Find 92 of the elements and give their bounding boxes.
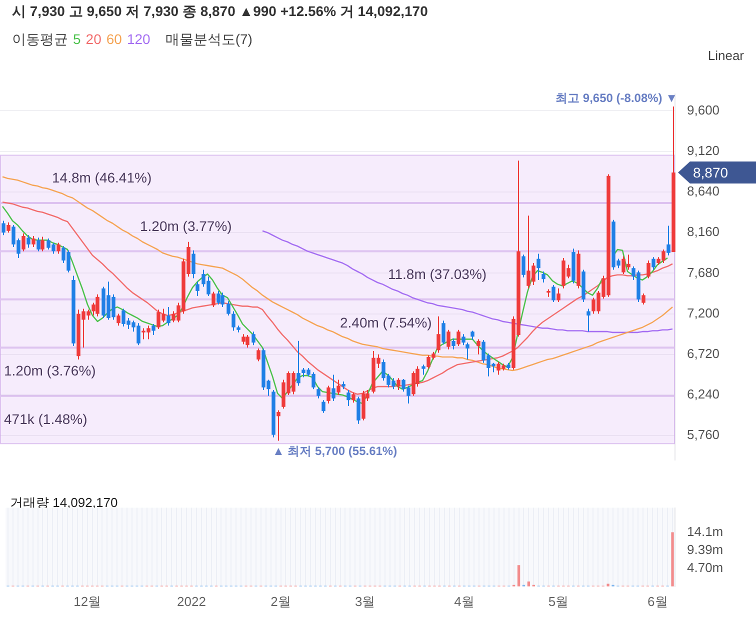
- candlestick: [32, 235, 36, 248]
- candlestick: [276, 410, 280, 442]
- candlestick: [252, 331, 256, 346]
- candlestick: [470, 330, 474, 341]
- text: 매물분석도(7): [165, 31, 252, 47]
- candlestick: [232, 310, 236, 332]
- legend-title: 이동평균: [12, 31, 68, 47]
- candlestick: [296, 340, 300, 386]
- candlestick: [256, 348, 260, 362]
- candlestick: [642, 293, 646, 305]
- y-tick-label: 4.70m: [687, 560, 724, 576]
- candlestick: [336, 379, 340, 396]
- candlestick: [412, 370, 416, 396]
- candlestick: [456, 329, 460, 346]
- candlestick: [6, 222, 10, 234]
- y-tick-label: 14.1m: [687, 524, 724, 540]
- candlestick: [452, 338, 456, 350]
- candlestick: [152, 323, 156, 336]
- candlestick: [396, 378, 400, 390]
- x-tick-label: 6월: [648, 594, 668, 609]
- x-tick-label: 2022: [177, 594, 206, 609]
- y-tick-label: 5,760: [687, 427, 720, 442]
- candlestick: [446, 329, 450, 350]
- candlestick: [192, 250, 196, 279]
- band-label: 2.40m (7.54%): [340, 314, 432, 330]
- y-tick-label: 6,240: [687, 386, 720, 402]
- text: Linear: [708, 48, 744, 63]
- candlestick: [242, 334, 246, 345]
- text: 8,870: [693, 164, 728, 180]
- candlestick: [462, 334, 466, 346]
- text: 5: [73, 31, 81, 47]
- candlestick: [332, 374, 336, 402]
- candlestick: [196, 281, 200, 297]
- y-tick-label: 8,160: [687, 224, 720, 240]
- band-label: 11.8m (37.03%): [388, 266, 487, 282]
- candlestick: [322, 400, 326, 414]
- x-tick-label: 5월: [548, 594, 569, 609]
- bar: [671, 532, 674, 586]
- candlestick: [56, 242, 60, 254]
- candlestick: [652, 256, 656, 270]
- candlestick: [536, 253, 540, 280]
- candlestick: [116, 313, 120, 326]
- x-tick-label: 4월: [454, 594, 474, 609]
- y-tick-label: 8,640: [687, 184, 720, 199]
- band-label: 1.20m (3.77%): [140, 218, 232, 234]
- candlestick: [2, 220, 6, 236]
- band-label: 14.8m (46.41%): [52, 170, 152, 186]
- text: 20: [86, 31, 102, 47]
- candlestick: [22, 232, 26, 252]
- annotation: 최고 9,650 (-8.08%) ▼: [556, 90, 678, 105]
- candlestick: [586, 308, 590, 332]
- candlestick: [476, 338, 480, 355]
- candlestick: [166, 306, 170, 326]
- candlestick: [646, 260, 650, 279]
- y-tick-label: 7,680: [687, 264, 720, 280]
- candlestick: [346, 389, 350, 407]
- candlestick: [542, 271, 546, 283]
- chart-subtitle: 시 7,930 고 9,650 저 7,930 종 8,870 ▲990 +12.56% 거 14,092,170: [12, 3, 428, 21]
- y-tick-label: 9,600: [687, 102, 720, 118]
- y-tick-label: 9.39m: [687, 542, 724, 558]
- y-tick-label: 7,200: [687, 305, 720, 320]
- x-tick-label: 12월: [74, 594, 102, 609]
- text: 120: [126, 31, 150, 47]
- band-label: 1.20m (3.76%): [4, 362, 96, 379]
- candlestick: [436, 316, 440, 354]
- candlestick: [666, 225, 670, 256]
- candlestick: [36, 237, 40, 252]
- candlestick: [422, 364, 426, 376]
- candlestick: [226, 300, 230, 316]
- candlestick: [552, 284, 556, 302]
- candlestick: [522, 254, 526, 278]
- y-tick-label: 6,720: [687, 346, 720, 362]
- candlestick: [40, 236, 44, 252]
- x-tick-label: 2월: [270, 594, 291, 609]
- candlestick: [246, 334, 250, 348]
- candlestick: [212, 291, 216, 308]
- x-tick-label: 3월: [354, 594, 376, 609]
- candlestick: [352, 392, 356, 404]
- candlestick: [556, 288, 560, 302]
- candlestick: [356, 396, 360, 424]
- annotation: ▲ 최저 5,700 (55.61%): [272, 444, 398, 458]
- candlestick: [216, 290, 220, 305]
- band-label: 471k (1.48%): [4, 410, 88, 427]
- candlestick: [26, 234, 30, 248]
- candlestick: [96, 294, 100, 317]
- candlestick: [442, 320, 446, 345]
- candlestick: [326, 385, 330, 404]
- candlestick: [316, 386, 320, 399]
- y-tick-label: 9,120: [687, 142, 720, 158]
- bar: [517, 565, 520, 586]
- candlestick: [220, 292, 224, 308]
- text: 60: [106, 31, 122, 47]
